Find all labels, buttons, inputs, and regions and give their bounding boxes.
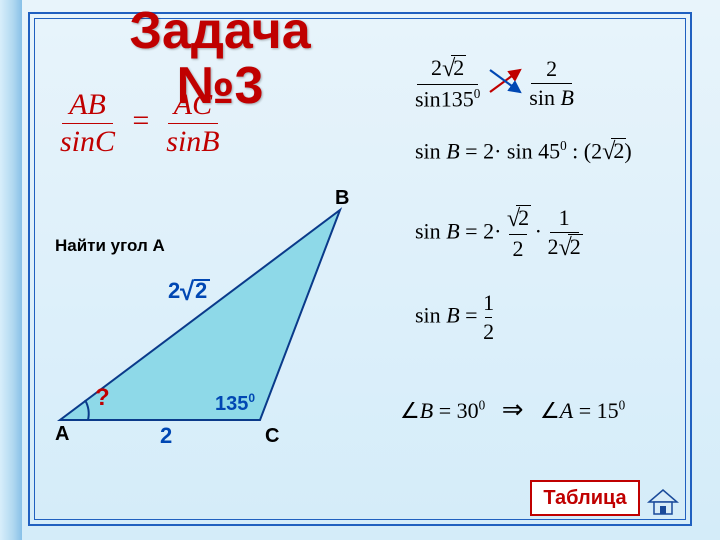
svg-text:2: 2 (168, 278, 180, 303)
home-icon[interactable] (646, 488, 680, 516)
frac-ab-sinc: AB sinC (60, 88, 115, 159)
equals-sign: = (131, 104, 151, 137)
vertex-b-label: B (335, 187, 349, 209)
slide: Задача №3 AB sinC = AC sinB Найти угол А… (0, 0, 720, 540)
derivation-step-2: sin B = 2· sin 450 : (2√2) (415, 138, 632, 166)
derivation-step-1: 2√2 sin1350 2 sin B (415, 55, 574, 112)
left-stripe (0, 0, 22, 540)
frac-ac-sinb: AC sinB (166, 88, 219, 159)
side-ab-value: 2 √ 2 (168, 276, 210, 306)
derivation-step-3: sin B = 2· √2 2 · 1 2√2 (415, 205, 581, 262)
vertex-c-label: C (265, 425, 279, 447)
derivation-step-4: sin B = 1 2 (415, 290, 494, 345)
law-of-sines-equation: AB sinC = AC sinB (60, 88, 220, 159)
table-button[interactable]: Таблица (530, 480, 640, 516)
triangle-diagram: A C B 2 2 √ 2 1350 ? (60, 200, 380, 450)
svg-text:√: √ (180, 276, 195, 306)
vertex-a-label: A (55, 423, 69, 445)
side-ac-value: 2 (160, 423, 172, 448)
cross-arrows-icon (486, 66, 524, 102)
angle-a-unknown: ? (95, 384, 110, 411)
svg-text:2: 2 (195, 278, 207, 303)
derivation-step-5: ∠B = 300 ⇒ ∠A = 150 (400, 395, 625, 425)
